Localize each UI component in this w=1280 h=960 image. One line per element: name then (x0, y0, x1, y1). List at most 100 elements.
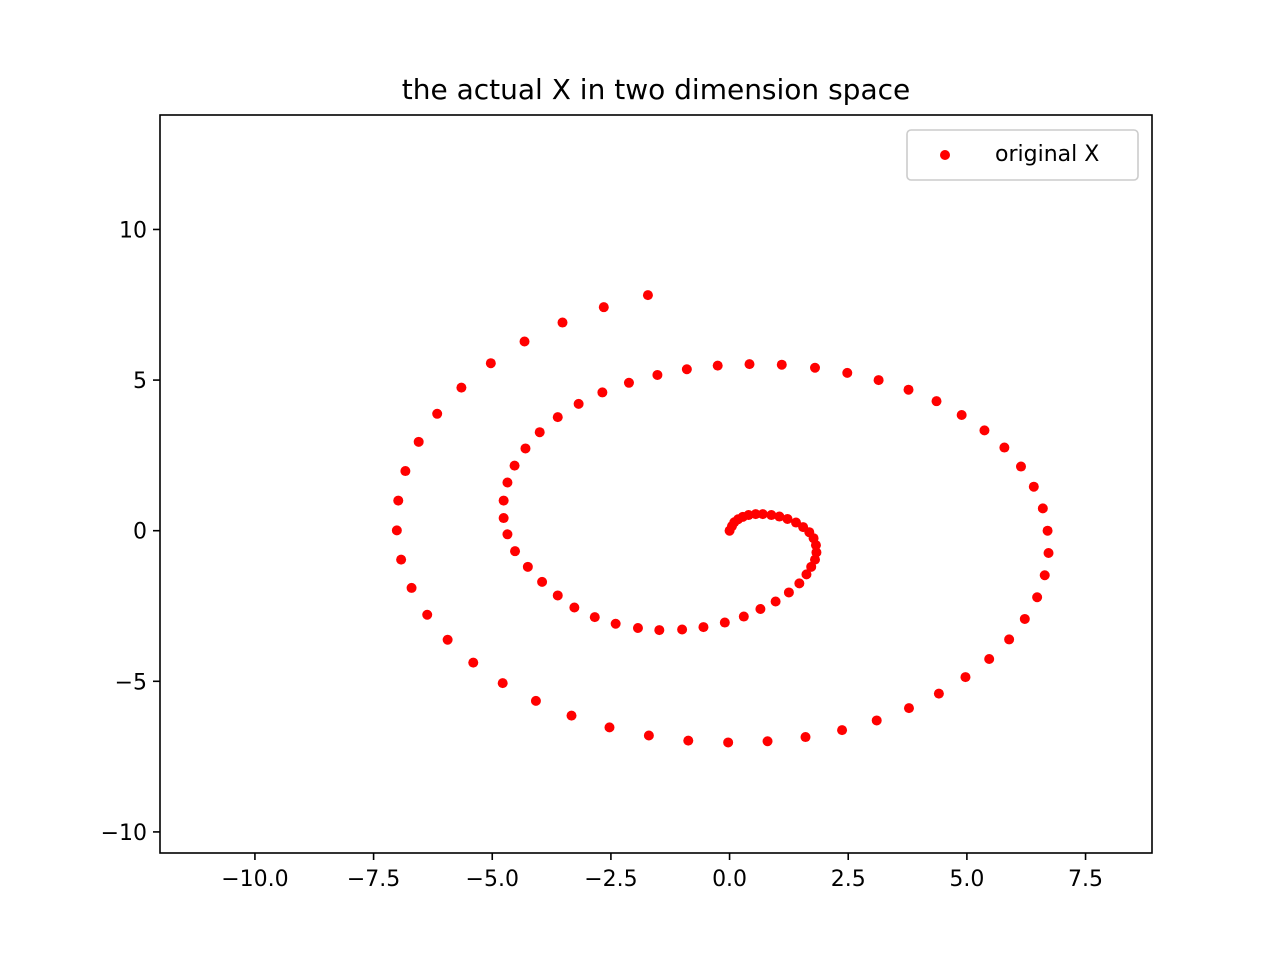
data-point (566, 710, 577, 721)
data-point (681, 364, 692, 375)
data-point (677, 624, 688, 635)
data-point (810, 540, 821, 551)
data-point (400, 466, 411, 477)
data-point (744, 359, 755, 370)
y-tick-label: 5 (133, 369, 147, 394)
data-point (654, 625, 665, 636)
data-point (537, 576, 548, 587)
data-point (393, 495, 404, 506)
data-point (774, 511, 785, 522)
legend: original X (906, 129, 1139, 181)
data-point (391, 525, 402, 536)
data-point (1037, 503, 1048, 514)
data-point (999, 442, 1010, 453)
data-point (762, 736, 773, 747)
data-point (522, 561, 533, 572)
data-point (903, 384, 914, 395)
data-point (530, 695, 541, 706)
x-tick-label: −5.0 (466, 867, 519, 892)
data-point (776, 359, 787, 370)
data-point (842, 367, 853, 378)
data-point (960, 672, 971, 683)
data-point (557, 317, 568, 328)
data-point (712, 360, 723, 371)
data-point (1019, 613, 1030, 624)
legend-label: original X (995, 142, 1099, 167)
data-point (610, 618, 621, 629)
data-point (1039, 570, 1050, 581)
data-point (502, 477, 513, 488)
y-axis: −10 −5 0 5 10 (101, 218, 160, 846)
data-point (632, 622, 643, 633)
data-point (509, 460, 520, 471)
data-point (1004, 634, 1015, 645)
data-point (597, 387, 608, 398)
data-point (1042, 525, 1053, 536)
y-tick-label: −10 (101, 821, 147, 846)
data-point (1043, 547, 1054, 558)
data-point (800, 732, 811, 743)
data-point (497, 678, 508, 689)
data-point (573, 398, 584, 409)
data-point (683, 735, 694, 746)
data-point (589, 612, 600, 623)
data-point (432, 408, 443, 419)
x-tick-label: −2.5 (584, 867, 637, 892)
data-point (498, 495, 509, 506)
data-point (598, 302, 609, 313)
data-point (422, 609, 433, 620)
data-point (406, 582, 417, 593)
data-point (552, 590, 563, 601)
data-point (806, 561, 817, 572)
data-point (569, 602, 580, 613)
data-point (604, 722, 615, 733)
data-point (623, 377, 634, 388)
plot-area (159, 114, 1153, 854)
axes-frame (159, 114, 1153, 854)
legend-box (906, 129, 1139, 181)
data-point (837, 725, 848, 736)
data-point (956, 410, 967, 421)
data-point (723, 737, 734, 748)
data-point (652, 369, 663, 380)
data-point (783, 587, 794, 598)
x-tick-label: 2.5 (831, 867, 866, 892)
data-point (750, 509, 761, 520)
data-point (719, 617, 730, 628)
data-point (801, 569, 812, 580)
data-point (738, 611, 749, 622)
data-point (534, 427, 545, 438)
data-point (485, 358, 496, 369)
data-point (782, 513, 793, 524)
data-point (520, 443, 531, 454)
data-point (468, 657, 479, 668)
x-tick-label: −7.5 (347, 867, 400, 892)
data-point (979, 425, 990, 436)
data-point (794, 578, 805, 589)
y-tick-label: −5 (115, 670, 147, 695)
data-point (873, 375, 884, 386)
legend-marker (940, 150, 950, 160)
data-point (413, 436, 424, 447)
data-point (498, 513, 509, 524)
x-tick-label: 0.0 (712, 867, 747, 892)
data-point (396, 554, 407, 565)
data-point (510, 546, 521, 557)
data-point (791, 517, 802, 528)
data-point (810, 362, 820, 373)
data-point (642, 290, 653, 301)
y-tick-label: 10 (119, 218, 147, 243)
chart-title: the actual X in two dimension space (402, 73, 910, 106)
data-point (552, 412, 563, 423)
data-point (698, 622, 709, 633)
data-point (984, 654, 995, 665)
y-tick-label: 0 (133, 520, 147, 545)
data-point (643, 730, 654, 741)
data-point (766, 510, 777, 521)
data-point (442, 634, 453, 645)
data-point (871, 715, 882, 726)
data-point (502, 529, 513, 540)
x-tick-label: 5.0 (949, 867, 984, 892)
